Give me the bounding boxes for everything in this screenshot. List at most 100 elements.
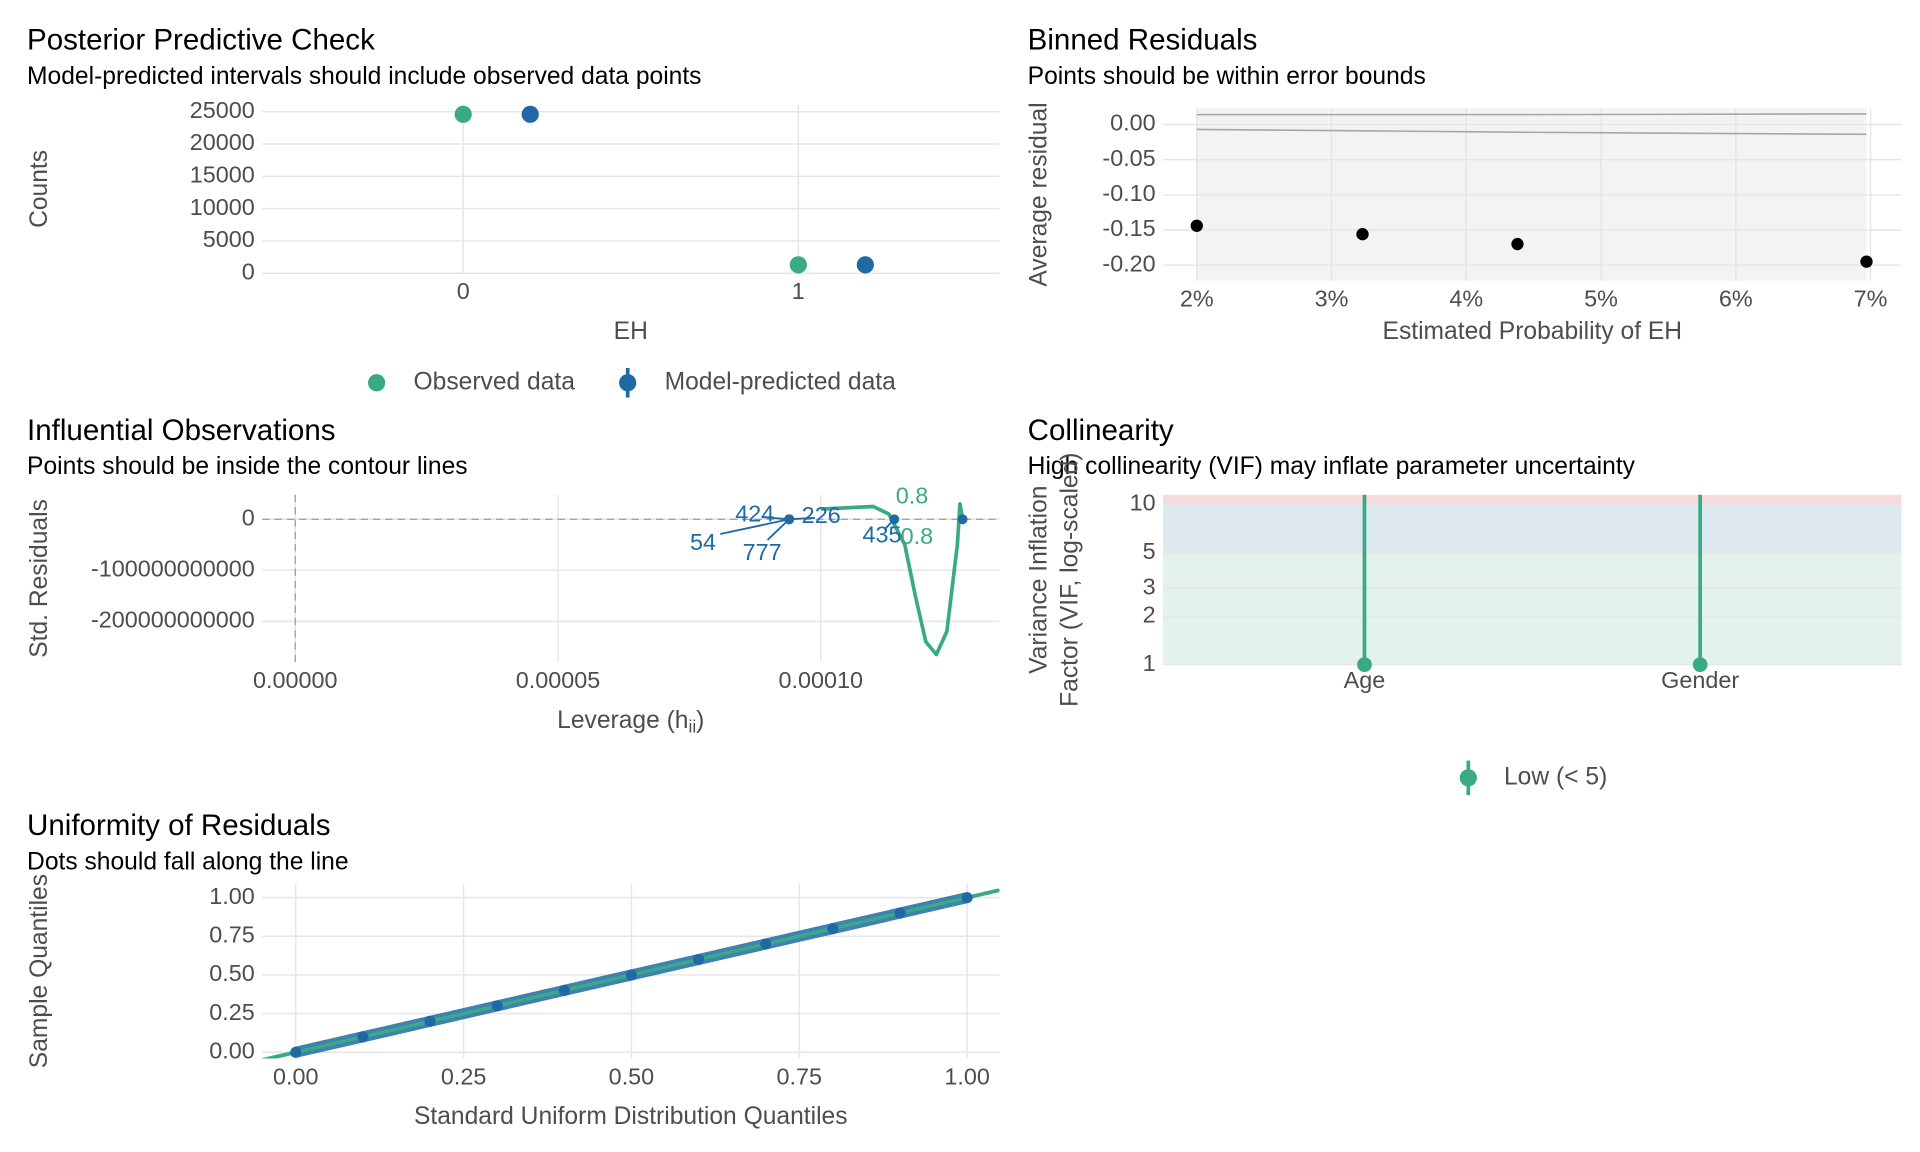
point bbox=[1692, 657, 1708, 672]
y-axis-label: Counts bbox=[26, 150, 53, 228]
point bbox=[789, 256, 807, 274]
y-tick-label: 0.50 bbox=[209, 960, 255, 986]
y-tick-label: 10000 bbox=[190, 194, 255, 220]
point bbox=[1357, 657, 1372, 672]
y-tick-label: 5 bbox=[1143, 538, 1156, 564]
contour-label: 0.8 bbox=[901, 523, 934, 549]
x-axis-label: Leverage (hii) bbox=[557, 707, 704, 736]
y-tick-label: 25000 bbox=[190, 97, 255, 123]
legend-label: Model-predicted data bbox=[665, 368, 897, 395]
error-bound bbox=[1196, 113, 1867, 116]
point bbox=[1356, 228, 1369, 241]
y-tick-label: 20000 bbox=[190, 129, 255, 155]
y-tick-label: 0.75 bbox=[209, 921, 255, 947]
x-tick-label: 0 bbox=[457, 278, 470, 304]
contour-line bbox=[820, 502, 965, 657]
point bbox=[760, 938, 772, 950]
panel-subtitle: Model-predicted intervals should include… bbox=[27, 63, 701, 90]
panel-subtitle: Points should be inside the contour line… bbox=[27, 453, 468, 480]
legend-marker bbox=[368, 374, 386, 392]
x-axis-label-part: ) bbox=[696, 707, 704, 734]
label-connector bbox=[766, 518, 790, 541]
error-bound bbox=[1196, 128, 1867, 136]
point-label: 424 bbox=[735, 501, 774, 527]
x-tick-label: 1 bbox=[792, 278, 805, 304]
x-tick-label: 7% bbox=[1854, 285, 1888, 311]
x-tick-label: 0.75 bbox=[777, 1063, 823, 1089]
x-tick-label: 2% bbox=[1180, 285, 1214, 311]
point bbox=[357, 1031, 369, 1043]
x-axis-label: Estimated Probability of EH bbox=[1383, 318, 1683, 345]
panel-title: Uniformity of Residuals bbox=[27, 809, 330, 842]
y-tick-label: -0.05 bbox=[1102, 145, 1155, 171]
y-tick-label: 0.00 bbox=[1110, 110, 1156, 136]
legend-label: Observed data bbox=[414, 368, 576, 395]
y-tick-label: 0 bbox=[242, 504, 255, 530]
y-tick-label: -0.20 bbox=[1102, 250, 1155, 276]
point bbox=[894, 907, 906, 919]
panel-subtitle: Points should be within error bounds bbox=[1028, 63, 1426, 90]
x-tick-label: 0.50 bbox=[609, 1063, 654, 1089]
zone-band bbox=[1163, 494, 1902, 505]
y-tick-label: -200000000000 bbox=[91, 607, 255, 633]
label-connector bbox=[789, 516, 815, 521]
panel-title: Influential Observations bbox=[27, 414, 335, 447]
legend-label: Low (< 5) bbox=[1504, 763, 1607, 790]
point bbox=[693, 953, 705, 966]
plot-area bbox=[1190, 113, 1873, 268]
point-label: 777 bbox=[743, 539, 782, 565]
x-tick-label: 0.00 bbox=[273, 1063, 319, 1089]
point bbox=[961, 892, 973, 904]
y-tick-label: 15000 bbox=[190, 161, 255, 187]
x-tick-label: 0.25 bbox=[441, 1063, 487, 1089]
x-axis-label: EH bbox=[614, 318, 648, 345]
y-axis-label: Factor (VIF, log-scaled) bbox=[1056, 453, 1083, 707]
panel-title: Binned Residuals bbox=[1028, 24, 1258, 57]
zone-band bbox=[1163, 504, 1902, 553]
y-tick-label: 10 bbox=[1130, 490, 1156, 516]
x-tick-label: 0.00005 bbox=[516, 667, 601, 693]
zone-band bbox=[1163, 552, 1902, 665]
legend-marker bbox=[1459, 769, 1477, 787]
y-tick-label: -0.15 bbox=[1102, 215, 1155, 241]
x-axis-label: Standard Uniform Distribution Quantiles bbox=[414, 1103, 848, 1130]
x-axis-label-part: ii bbox=[689, 716, 697, 736]
plot-area bbox=[262, 888, 1000, 1059]
x-axis-label-part: Leverage (h bbox=[557, 707, 688, 734]
point bbox=[957, 514, 968, 525]
y-axis-label: Variance Inflation bbox=[1026, 486, 1053, 674]
point bbox=[558, 984, 570, 996]
point bbox=[1511, 237, 1524, 251]
point bbox=[1860, 255, 1873, 268]
y-tick-label: 1 bbox=[1143, 650, 1156, 676]
point-label: 435 bbox=[862, 522, 901, 548]
y-tick-label: 3 bbox=[1143, 573, 1156, 599]
y-tick-label: 2 bbox=[1143, 602, 1156, 628]
point bbox=[454, 105, 472, 123]
point bbox=[625, 969, 637, 981]
point bbox=[290, 1046, 302, 1058]
point bbox=[856, 256, 874, 274]
x-tick-label: 6% bbox=[1719, 285, 1753, 311]
plot-area bbox=[1362, 494, 1702, 665]
contour-label: 0.8 bbox=[896, 482, 929, 508]
panel-title: Collinearity bbox=[1028, 414, 1174, 447]
point bbox=[1190, 219, 1203, 232]
label-connector bbox=[761, 516, 790, 521]
point-label: 54 bbox=[690, 529, 716, 555]
y-tick-label: 0 bbox=[242, 258, 255, 284]
y-axis-label: Std. Residuals bbox=[26, 499, 53, 658]
point-label: 226 bbox=[802, 502, 841, 528]
x-tick-label: 0.00000 bbox=[253, 667, 337, 693]
y-tick-label: 1.00 bbox=[209, 883, 255, 909]
x-tick-label: 3% bbox=[1315, 285, 1349, 311]
x-tick-label: 4% bbox=[1449, 285, 1483, 311]
y-axis-label: Average residual bbox=[1026, 102, 1053, 286]
x-tick-label: 1.00 bbox=[944, 1063, 990, 1089]
x-tick-label: 5% bbox=[1584, 285, 1618, 311]
y-tick-label: 0.25 bbox=[209, 999, 255, 1025]
y-tick-label: -0.10 bbox=[1102, 180, 1155, 206]
legend-marker bbox=[619, 374, 637, 392]
